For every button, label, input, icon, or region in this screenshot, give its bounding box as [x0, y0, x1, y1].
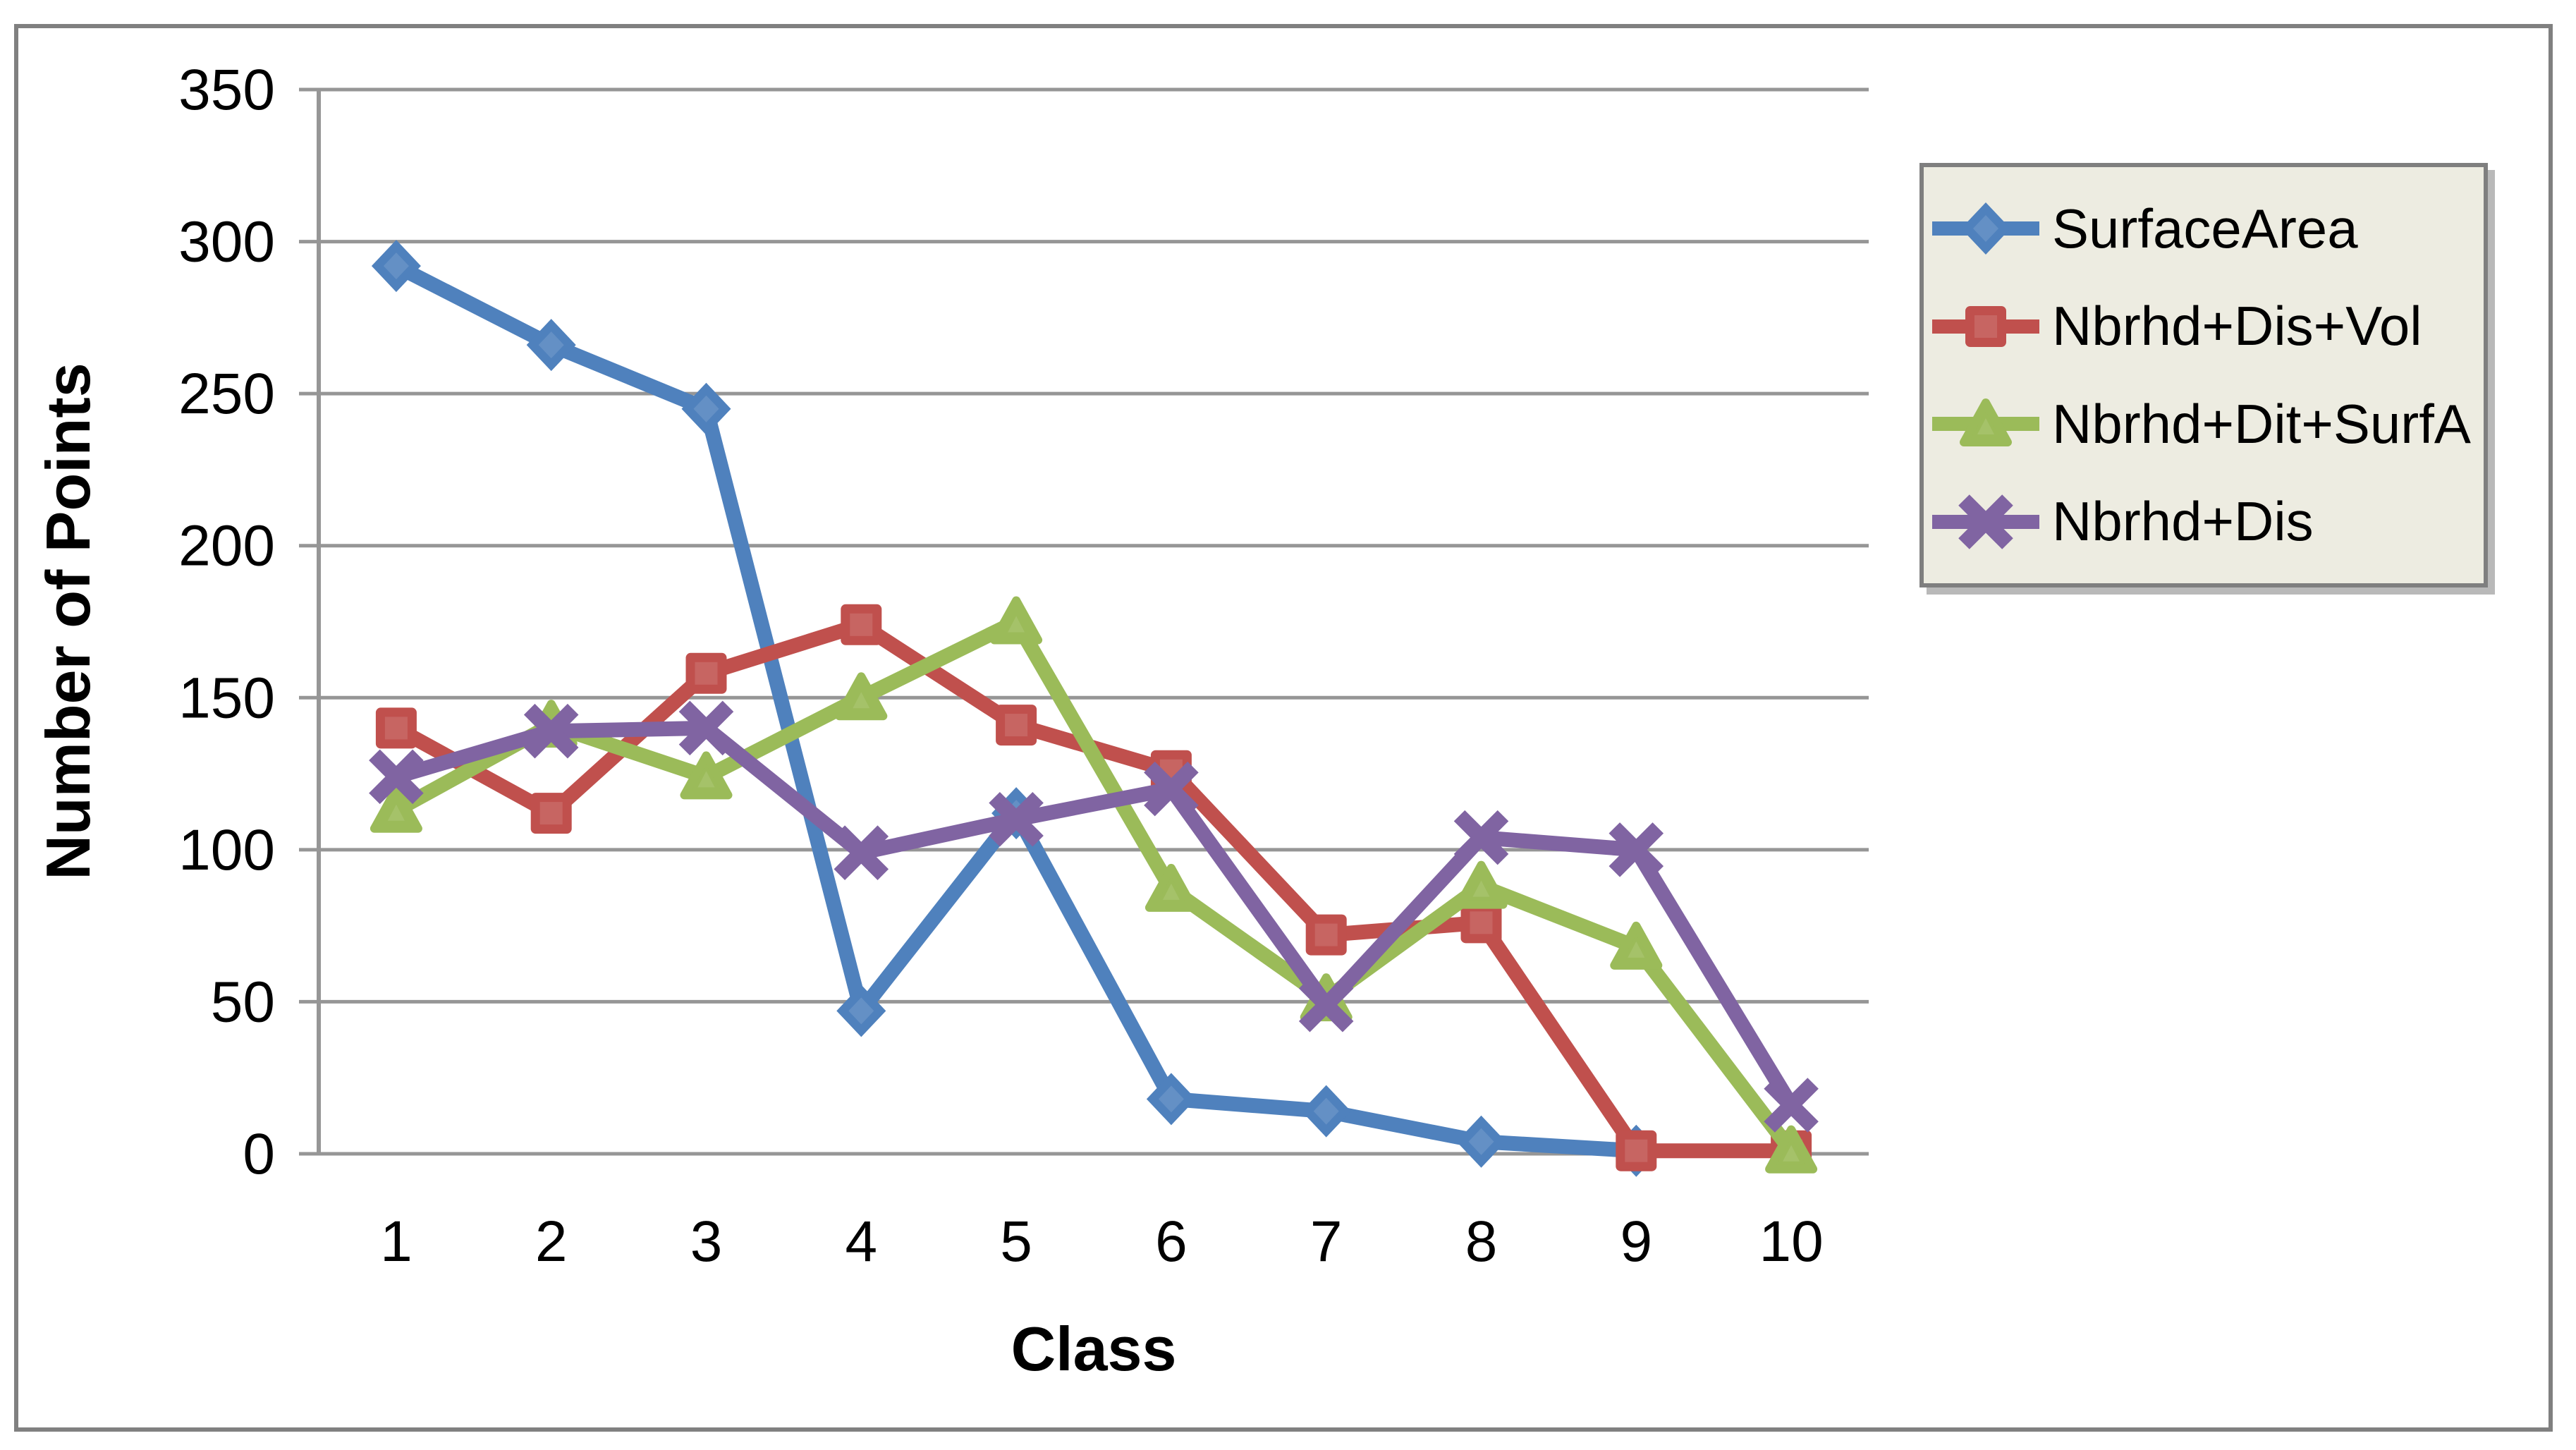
marker-square-Nbrhd+Dis+Vol-class2: [530, 793, 572, 834]
gridlines: 0 50 100 150 200 250 300 350: [178, 58, 1869, 1186]
legend-label: SurfaceArea: [2052, 197, 2358, 260]
legend-label: Nbrhd+Dit+SurfA: [2052, 392, 2471, 455]
series-Nbrhd+Dis+Vol: [375, 604, 1812, 1171]
marker-triangle-Nbrhd+Dit+SurfA-class3: [680, 751, 733, 800]
series-line-Nbrhd+Dis: [393, 720, 1798, 1109]
x-axis-title: Class: [1011, 1314, 1177, 1384]
series-Nbrhd+Dis: [369, 700, 1819, 1133]
marker-triangle-Nbrhd+Dit+SurfA-class10: [1765, 1125, 1818, 1174]
legend-label: Nbrhd+Dis: [2052, 490, 2314, 553]
y-tick-label: 100: [178, 818, 275, 882]
marker-square-Nbrhd+Dis+Vol-class8: [1460, 902, 1502, 944]
y-axis-title: Number of Points: [33, 362, 103, 880]
x-tick-label: 3: [690, 1210, 723, 1274]
legend-item-SurfaceArea: SurfaceArea: [1924, 190, 2484, 267]
y-tick-label: 50: [211, 970, 275, 1034]
legend-key-triangle-icon: [1932, 398, 2039, 447]
marker-square-Nbrhd+Dis+Vol-class1: [375, 707, 417, 749]
x-tick-label: 1: [380, 1210, 413, 1274]
y-tick-label: 150: [178, 666, 275, 730]
marker-x-Nbrhd+Dis-class10: [1764, 1078, 1819, 1133]
marker-triangle-Nbrhd+Dit+SurfA-class8: [1455, 860, 1508, 909]
x-tick-label: 4: [845, 1210, 877, 1274]
marker-x-Nbrhd+Dis-class5: [989, 791, 1044, 847]
marker-triangle-Nbrhd+Dit+SurfA-class6: [1144, 863, 1197, 912]
legend-item-Nbrhd+Dit+SurfA: Nbrhd+Dit+SurfA: [1924, 385, 2484, 463]
marker-square-Nbrhd+Dis+Vol-class7: [1305, 914, 1347, 956]
x-tick-label: 10: [1759, 1210, 1823, 1274]
marker-x-Nbrhd+Dis-class3: [678, 700, 734, 756]
marker-diamond-SurfaceArea-class7: [1301, 1085, 1351, 1138]
marker-square-Nbrhd+Dis+Vol-class9: [1616, 1130, 1657, 1171]
x-tick-label: 9: [1620, 1210, 1652, 1274]
marker-diamond-SurfaceArea-class4: [836, 985, 886, 1037]
marker-triangle-Nbrhd+Dit+SurfA-class1: [370, 784, 422, 833]
marker-x-Nbrhd+Dis-class9: [1609, 822, 1664, 877]
legend-item-Nbrhd+Dis: Nbrhd+Dis: [1924, 483, 2484, 561]
legend-label: Nbrhd+Dis+Vol: [2052, 295, 2422, 358]
legend-key-square-icon: [1932, 305, 2039, 347]
marker-triangle-Nbrhd+Dit+SurfA-class5: [990, 596, 1043, 645]
marker-diamond-SurfaceArea-class8: [1456, 1115, 1506, 1168]
legend-key-x-icon: [1932, 494, 2039, 549]
legend-key-diamond-icon: [1932, 202, 2039, 255]
y-tick-label: 250: [178, 362, 275, 426]
legend-item-Nbrhd+Dis+Vol: Nbrhd+Dis+Vol: [1924, 288, 2484, 365]
legend-box: SurfaceArea Nbrhd+Dis+Vol Nbrhd+Dit+SurfA N…: [1919, 163, 2488, 587]
y-tick-label: 300: [178, 210, 275, 274]
x-tick-label: 6: [1155, 1210, 1188, 1274]
marker-x-Nbrhd+Dis-class4: [834, 825, 889, 880]
y-tick-label: 350: [178, 58, 275, 122]
marker-diamond-SurfaceArea-class3: [681, 382, 731, 435]
marker-square-Nbrhd+Dis+Vol-class3: [685, 652, 727, 694]
marker-diamond-SurfaceArea-class1: [371, 240, 421, 293]
marker-x-Nbrhd+Dis-class1: [369, 749, 424, 805]
marker-x-Nbrhd+Dis-class8: [1453, 810, 1509, 865]
marker-square-Nbrhd+Dis+Vol-class4: [841, 604, 882, 645]
series-line-Nbrhd+Dis+Vol: [392, 617, 1792, 1159]
marker-diamond-SurfaceArea-class6: [1146, 1073, 1196, 1126]
marker-triangle-Nbrhd+Dit+SurfA-class4: [835, 672, 888, 721]
x-tick-label: 7: [1310, 1210, 1343, 1274]
marker-diamond-SurfaceArea-class2: [526, 319, 576, 372]
x-tick-label: 8: [1465, 1210, 1498, 1274]
chart-outer-border: [14, 24, 2553, 1432]
y-tick-label: 200: [178, 514, 275, 578]
x-tick-labels: 1 2 3 4 5 6 7 8 9 10: [380, 1210, 1824, 1274]
x-tick-label: 2: [535, 1210, 568, 1274]
marker-x-Nbrhd+Dis-class2: [523, 703, 579, 759]
marker-square-Nbrhd+Dis+Vol-class5: [996, 705, 1037, 746]
marker-x-Nbrhd+Dis-class6: [1144, 761, 1199, 817]
x-tick-label: 5: [1000, 1210, 1032, 1274]
marker-x-Nbrhd+Dis-class7: [1298, 977, 1354, 1032]
marker-triangle-Nbrhd+Dit+SurfA-class9: [1610, 921, 1663, 970]
y-tick-label: 0: [243, 1122, 275, 1186]
series-line-Nbrhd+Dit+SurfA: [392, 614, 1797, 1156]
